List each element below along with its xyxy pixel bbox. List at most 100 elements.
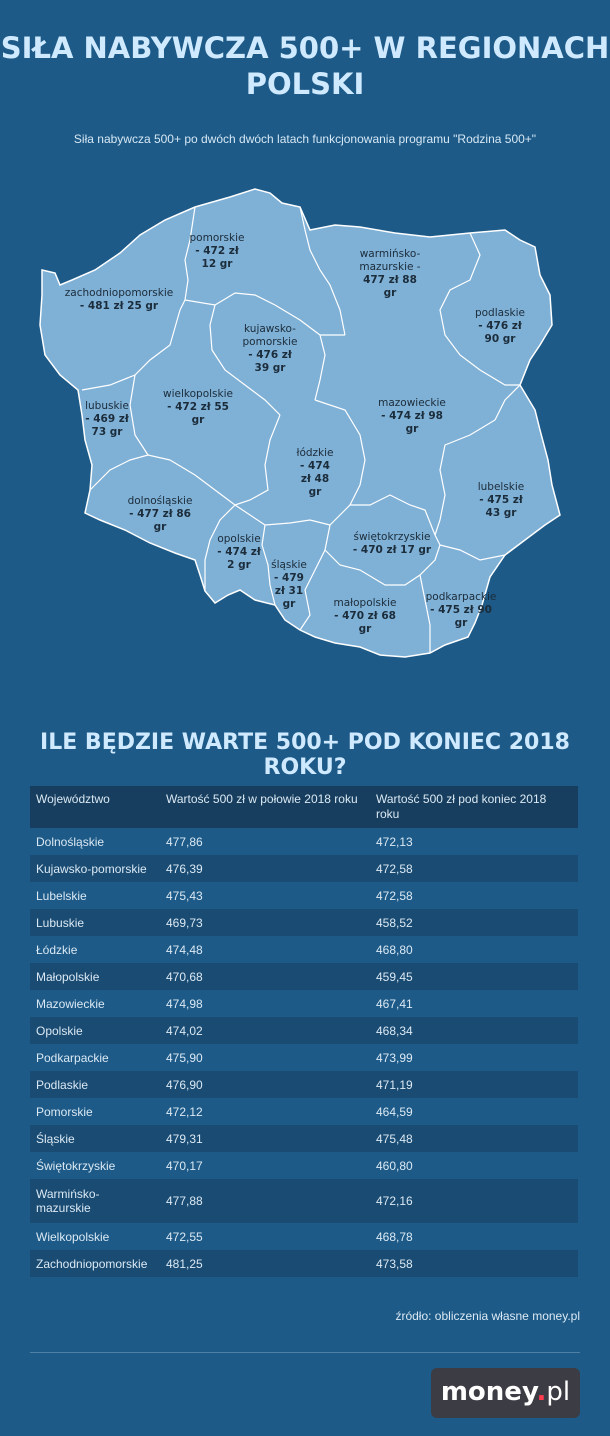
cell-end: 468,80 xyxy=(370,936,578,963)
label-kujawsko-name: kujawsko- pomorskie xyxy=(242,323,298,348)
cell-end: 472,16 xyxy=(370,1179,578,1223)
cell-region: Podlaskie xyxy=(30,1071,160,1098)
label-dolnoslaskie-name: dolnośląskie xyxy=(127,495,193,507)
label-pomorskie-value: - 472 zł 12 gr xyxy=(195,245,239,270)
cell-region: Podkarpackie xyxy=(30,1044,160,1071)
label-zachodnio-name: zachodniopomorskie xyxy=(64,287,174,299)
cell-region: Kujawsko-pomorskie xyxy=(30,855,160,882)
cell-mid: 472,55 xyxy=(160,1223,370,1250)
border-lod-swi xyxy=(329,494,436,536)
border-zp-lub xyxy=(81,309,181,391)
label-warminsko-name: warmińsko- mazurskie - xyxy=(359,248,421,273)
label-wielkopolskie-value: - 472 zł 55 gr xyxy=(167,401,229,426)
border-sl-mal xyxy=(299,524,331,631)
label-opolskie-name: opolskie xyxy=(217,533,261,545)
label-lubelskie-name: lubelskie xyxy=(477,481,525,493)
cell-end: 473,99 xyxy=(370,1044,578,1071)
cell-end: 472,58 xyxy=(370,855,578,882)
border-lub-dol xyxy=(89,454,171,491)
cell-mid: 477,86 xyxy=(160,828,370,855)
table-row: Podlaskie 476,90 471,19 xyxy=(30,1071,578,1098)
label-slaskie: śląskie - 479 zł 31 gr xyxy=(262,559,316,611)
label-malopolskie: małopolskie - 470 zł 68 gr xyxy=(318,597,412,636)
cell-mid: 475,43 xyxy=(160,882,370,909)
cell-region: Lubelskie xyxy=(30,882,160,909)
logo-tld: pl xyxy=(546,1377,571,1407)
cell-region: Lubuskie xyxy=(30,909,160,936)
cell-region: Pomorskie xyxy=(30,1098,160,1125)
data-table: Województwo Wartość 500 zł w połowie 201… xyxy=(30,786,578,1277)
cell-region: Mazowieckie xyxy=(30,990,160,1017)
cell-end: 468,34 xyxy=(370,1017,578,1044)
title-line-1: SIŁA NABYWCZA 500+ W REGIONACH xyxy=(0,31,610,65)
cell-region: Opolskie xyxy=(30,1017,160,1044)
label-opolskie: opolskie - 474 zł 2 gr xyxy=(205,533,273,572)
page-title: SIŁA NABYWCZA 500+ W REGIONACH POLSKI xyxy=(0,30,610,102)
table-body: Dolnośląskie 477,86 472,13 Kujawsko-pomors… xyxy=(30,828,578,1277)
cell-end: 472,13 xyxy=(370,828,578,855)
cell-region: Zachodniopomorskie xyxy=(30,1250,160,1277)
border-pom-kuj xyxy=(184,292,345,336)
cell-region: Wielkopolskie xyxy=(30,1223,160,1250)
label-warminsko-value: 477 zł 88 gr xyxy=(363,274,417,299)
table-row: Świętokrzyskie 470,17 460,80 xyxy=(30,1152,578,1179)
cell-end: 459,45 xyxy=(370,963,578,990)
label-swietokrzyskie: świętokrzyskie - 470 zł 17 gr xyxy=(340,531,444,557)
cell-mid: 476,90 xyxy=(160,1071,370,1098)
table-row: Lubelskie 475,43 472,58 xyxy=(30,882,578,909)
cell-mid: 470,17 xyxy=(160,1152,370,1179)
label-slaskie-value: - 479 zł 31 gr xyxy=(274,572,304,610)
cell-mid: 479,31 xyxy=(160,1125,370,1152)
cell-mid: 474,02 xyxy=(160,1017,370,1044)
table-row: Wielkopolskie 472,55 468,78 xyxy=(30,1223,578,1250)
label-zachodniopomorskie: zachodniopomorskie - 481 zł 25 gr xyxy=(50,287,188,313)
cell-mid: 476,39 xyxy=(160,855,370,882)
table-row: Łódzkie 474,48 468,80 xyxy=(30,936,578,963)
label-podkarpackie: podkarpackie - 475 zł 90 gr xyxy=(418,591,504,630)
border-lub-wlk xyxy=(129,374,149,456)
cell-end: 471,19 xyxy=(370,1071,578,1098)
label-lodzkie-name: łódzkie xyxy=(296,447,334,459)
border-mal-podk xyxy=(419,574,431,653)
label-malopolskie-name: małopolskie xyxy=(333,597,397,609)
cell-end: 460,80 xyxy=(370,1152,578,1179)
cell-end: 473,58 xyxy=(370,1250,578,1277)
cell-region: Śląskie xyxy=(30,1125,160,1152)
label-lubuskie-value: - 469 zł 73 gr xyxy=(85,413,129,438)
table-row: Pomorskie 472,12 464,59 xyxy=(30,1098,578,1125)
page-subtitle: Siła nabywcza 500+ po dwóch dwóch latach… xyxy=(73,132,537,146)
money-pl-logo[interactable]: money.pl xyxy=(431,1368,580,1418)
cell-mid: 470,68 xyxy=(160,963,370,990)
logo-dot: . xyxy=(536,1377,547,1407)
label-lubelskie: lubelskie - 475 zł 43 gr xyxy=(466,481,536,520)
label-podkarpackie-name: podkarpackie xyxy=(425,591,497,603)
poland-map-svg xyxy=(39,188,561,658)
label-mazowieckie-name: mazowieckie xyxy=(378,397,446,409)
label-dolnoslaskie-value: - 477 zł 86 gr xyxy=(129,508,191,533)
title-line-2: POLSKI xyxy=(245,67,365,101)
cell-end: 458,52 xyxy=(370,909,578,936)
label-slaskie-name: śląskie xyxy=(271,559,307,571)
label-malopolskie-value: - 470 zł 68 gr xyxy=(334,610,396,635)
header-end-2018: Wartość 500 zł pod koniec 2018 roku xyxy=(370,786,578,828)
border-zp-pom xyxy=(179,206,196,311)
label-pomorskie: pomorskie - 472 zł 12 gr xyxy=(183,232,251,271)
border-wm-pod xyxy=(439,232,520,386)
table-row: Śląskie 479,31 475,48 xyxy=(30,1125,578,1152)
cell-mid: 474,48 xyxy=(160,936,370,963)
label-kujawsko-value: - 476 zł 39 gr xyxy=(248,349,292,374)
label-lodzkie-value: - 474 zł 48 gr xyxy=(300,460,330,498)
border-lubel-podk xyxy=(439,544,506,561)
logo-main: money xyxy=(440,1377,537,1407)
cell-end: 472,58 xyxy=(370,882,578,909)
footer-divider xyxy=(30,1352,580,1353)
table-row: Mazowieckie 474,98 467,41 xyxy=(30,990,578,1017)
cell-mid: 472,12 xyxy=(160,1098,370,1125)
label-dolnoslaskie: dolnośląskie - 477 zł 86 gr xyxy=(112,495,208,534)
border-kuj-maz xyxy=(314,334,326,401)
label-opolskie-value: - 474 zł 2 gr xyxy=(217,546,261,571)
cell-region: Łódzkie xyxy=(30,936,160,963)
cell-mid: 481,25 xyxy=(160,1250,370,1277)
table-row: Dolnośląskie 477,86 472,13 xyxy=(30,828,578,855)
border-maz-lubel xyxy=(434,384,521,536)
